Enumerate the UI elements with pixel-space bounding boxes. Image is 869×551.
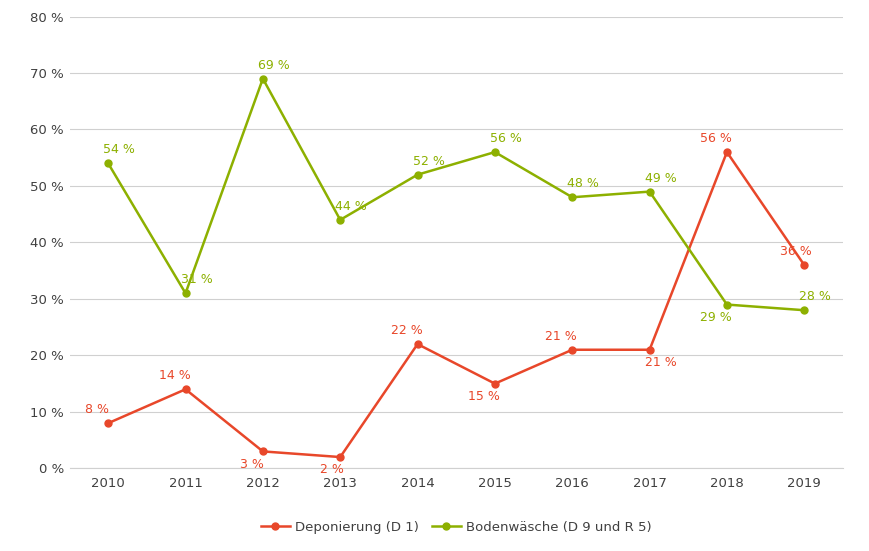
Bodenwäsche (D 9 und R 5) [181, 290, 191, 296]
Text: 56 %: 56 % [490, 132, 522, 145]
Bodenwäsche (D 9 und R 5) [257, 75, 268, 82]
Deponierung (D 1) [645, 347, 655, 353]
Deponierung (D 1) [335, 454, 346, 461]
Text: 29 %: 29 % [700, 311, 732, 324]
Text: 31 %: 31 % [181, 273, 213, 287]
Text: 48 %: 48 % [567, 177, 600, 190]
Text: 54 %: 54 % [103, 143, 136, 156]
Bodenwäsche (D 9 und R 5) [799, 307, 810, 314]
Text: 8 %: 8 % [85, 403, 109, 416]
Deponierung (D 1) [721, 149, 732, 155]
Line: Deponierung (D 1): Deponierung (D 1) [105, 149, 807, 461]
Text: 14 %: 14 % [158, 369, 190, 382]
Text: 21 %: 21 % [645, 356, 677, 369]
Text: 3 %: 3 % [240, 458, 263, 471]
Text: 56 %: 56 % [700, 132, 732, 145]
Bodenwäsche (D 9 und R 5) [103, 160, 113, 166]
Deponierung (D 1) [181, 386, 191, 392]
Text: 69 %: 69 % [258, 59, 290, 72]
Deponierung (D 1) [567, 347, 577, 353]
Deponierung (D 1) [799, 262, 810, 268]
Text: 28 %: 28 % [799, 290, 832, 303]
Legend: Deponierung (D 1), Bodenwäsche (D 9 und R 5): Deponierung (D 1), Bodenwäsche (D 9 und … [261, 521, 652, 534]
Bodenwäsche (D 9 und R 5) [567, 194, 577, 201]
Bodenwäsche (D 9 und R 5) [645, 188, 655, 195]
Bodenwäsche (D 9 und R 5) [335, 217, 346, 223]
Bodenwäsche (D 9 und R 5) [721, 301, 732, 308]
Bodenwäsche (D 9 und R 5) [490, 149, 501, 155]
Line: Bodenwäsche (D 9 und R 5): Bodenwäsche (D 9 und R 5) [105, 75, 807, 314]
Deponierung (D 1) [490, 380, 501, 387]
Text: 36 %: 36 % [780, 245, 812, 258]
Deponierung (D 1) [412, 341, 422, 348]
Text: 22 %: 22 % [390, 324, 422, 337]
Text: 15 %: 15 % [468, 390, 500, 403]
Text: 49 %: 49 % [645, 172, 677, 185]
Text: 2 %: 2 % [320, 463, 344, 477]
Bodenwäsche (D 9 und R 5) [412, 171, 422, 178]
Text: 52 %: 52 % [413, 155, 445, 168]
Deponierung (D 1) [257, 448, 268, 455]
Text: 21 %: 21 % [545, 330, 577, 343]
Deponierung (D 1) [103, 420, 113, 426]
Text: 44 %: 44 % [335, 200, 368, 213]
